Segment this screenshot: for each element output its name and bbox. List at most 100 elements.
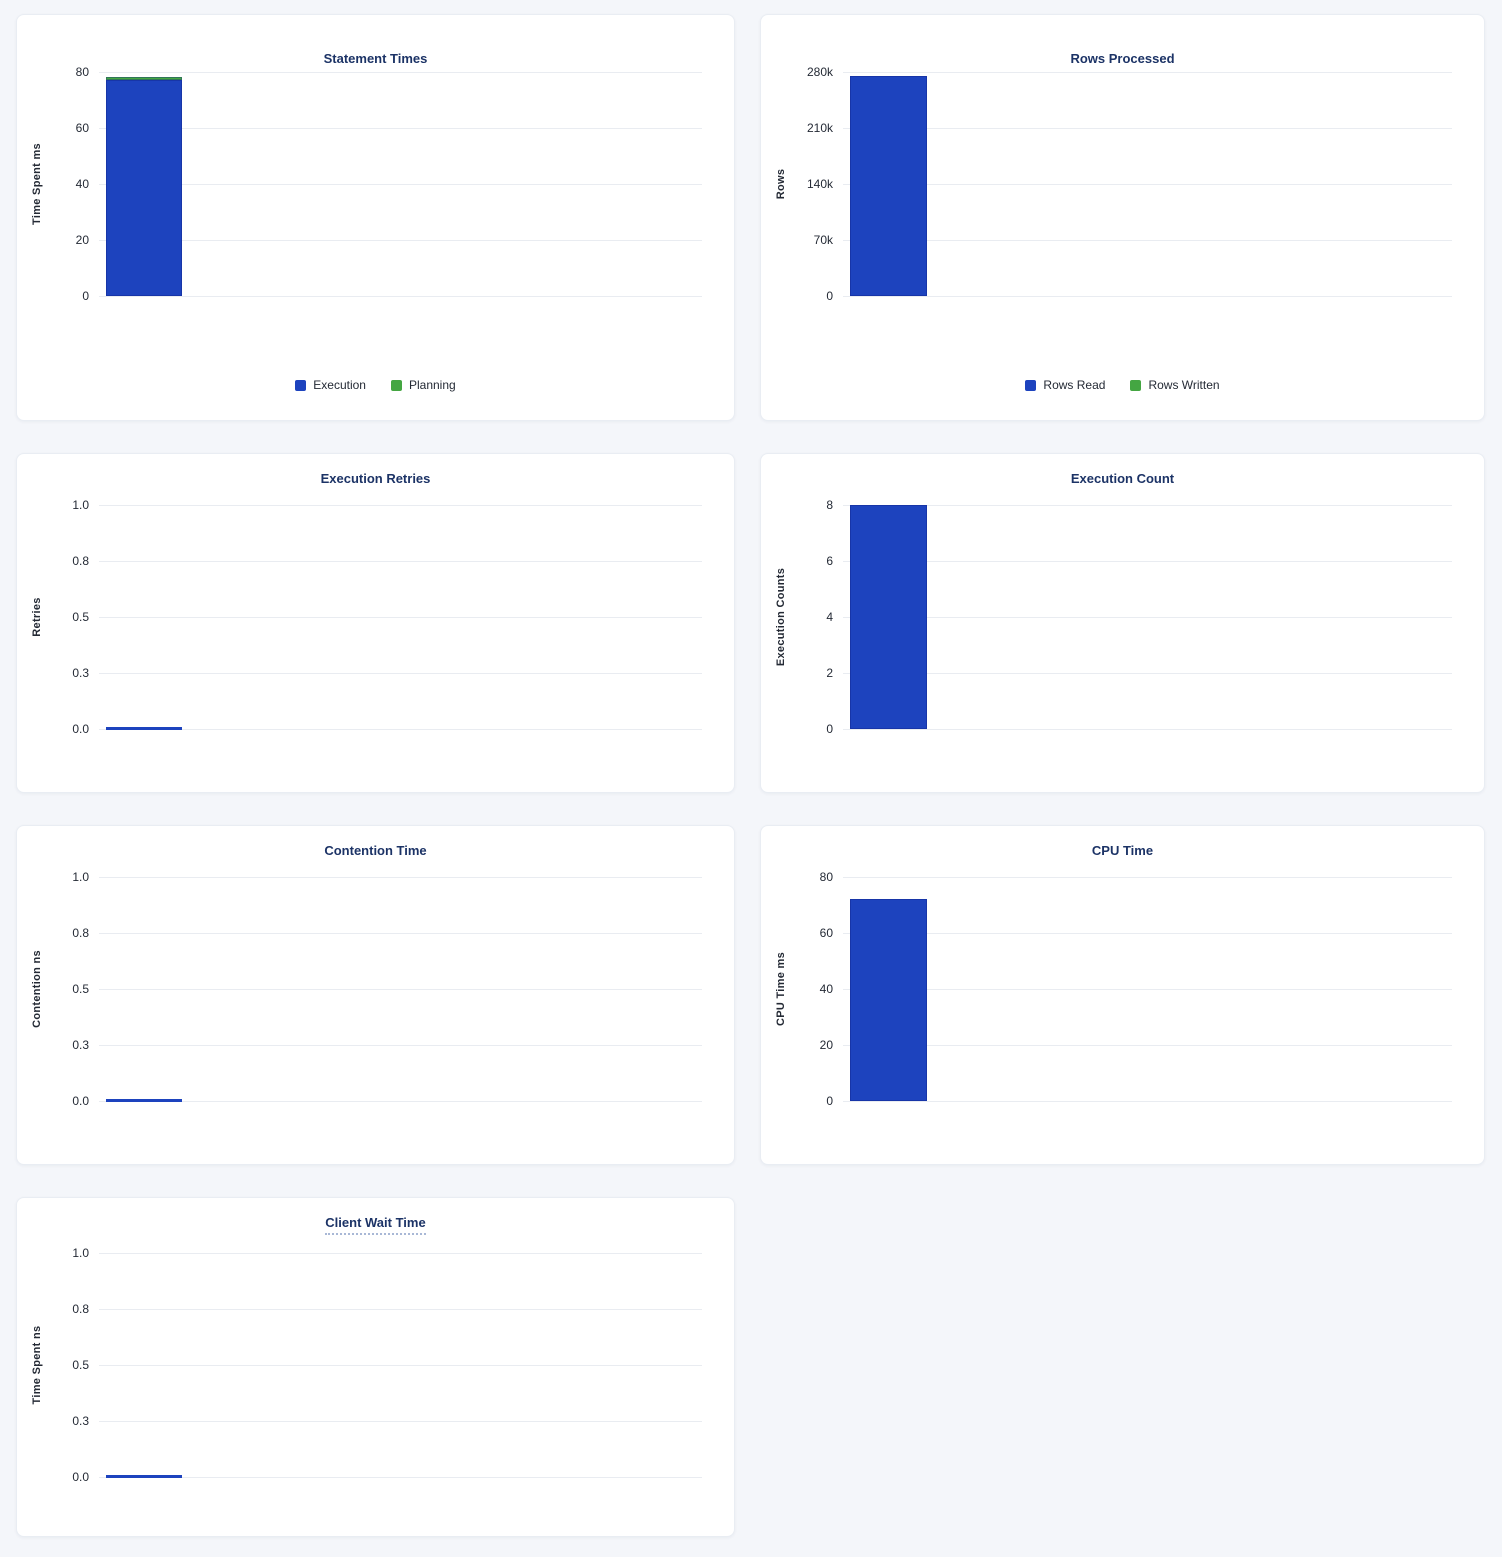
chart-plot-area: Retries 1.0 0.8 0.5 0.3 0.0: [31, 498, 702, 736]
legend-item-rows-read[interactable]: Rows Read: [1025, 378, 1105, 392]
legend-swatch: [295, 379, 307, 391]
chart-legend: Rows Read Rows Written: [761, 378, 1484, 392]
y-tick-label: 140k: [806, 177, 833, 191]
y-tick-label: 0.5: [72, 1358, 89, 1372]
chart-plot-area: Time Spent ms 80 60 40 20 0: [31, 65, 702, 303]
chart-plot-area: Execution Counts 8 6 4 2 0: [775, 498, 1452, 736]
y-axis-label: Execution Counts: [775, 567, 787, 667]
legend-label: Rows Read: [1043, 378, 1106, 392]
y-tick-label: 0.8: [72, 926, 89, 940]
y-tick-label: 4: [826, 610, 833, 624]
grid-line: [843, 561, 1452, 562]
grid-line: [99, 877, 702, 878]
grid-line: [843, 989, 1452, 990]
grid-line: [843, 933, 1452, 934]
legend-item-execution[interactable]: Execution: [295, 378, 366, 392]
chart-panel-client-wait-time: Client Wait Time Time Spent ns 1.0 0.8 0.5…: [16, 1197, 735, 1537]
grid-line: [99, 1253, 702, 1254]
grid-line: [99, 505, 702, 506]
chart-title: Statement Times: [17, 51, 734, 67]
grid-line: [843, 240, 1452, 241]
chart-title-text: Execution Count: [1070, 471, 1175, 486]
legend-item-planning[interactable]: Planning: [390, 378, 456, 392]
legend-item-rows-written[interactable]: Rows Written: [1130, 378, 1220, 392]
chart-title: Contention Time: [17, 843, 734, 859]
y-tick-label: 0.0: [72, 722, 89, 736]
y-tick-label: 1.0: [72, 1246, 89, 1260]
y-axis-label: Retries: [31, 597, 43, 637]
chart-panel-statement-times: Statement Times Time Spent ms 80 60 40 20 0 …: [16, 14, 735, 421]
chart-title: Execution Retries: [17, 471, 734, 487]
bar-execution-count[interactable]: [850, 505, 928, 729]
y-tick-label: 40: [75, 177, 89, 191]
grid-line: [99, 1309, 702, 1310]
chart-title-tooltip[interactable]: Client Wait Time: [325, 1215, 426, 1235]
bar-execution[interactable]: [106, 80, 183, 296]
grid-line: [99, 296, 702, 297]
grid-line: [99, 1421, 702, 1422]
grid-line: [99, 1045, 702, 1046]
grid-line: [99, 128, 702, 129]
y-tick-label: 0.3: [72, 666, 89, 680]
bar-retries-zero[interactable]: [106, 727, 183, 730]
chart-title-text: Execution Retries: [320, 471, 431, 486]
legend-label: Execution: [313, 378, 366, 392]
chart-title-text: Statement Times: [323, 51, 428, 66]
grid-line: [843, 128, 1452, 129]
legend-label: Planning: [408, 378, 456, 392]
y-tick-label: 70k: [813, 233, 833, 247]
y-axis-label: Time Spent ns: [31, 1325, 43, 1405]
y-tick-label: 0.0: [72, 1470, 89, 1484]
grid-line: [99, 1365, 702, 1366]
grid-line: [99, 561, 702, 562]
y-tick-label: 0.8: [72, 554, 89, 568]
chart-panel-execution-count: Execution Count Execution Counts 8 6 4 2 0: [760, 453, 1485, 793]
chart-title-text: Rows Processed: [1070, 51, 1175, 66]
bar-rows-read[interactable]: [850, 76, 928, 296]
y-tick-label: 40: [819, 982, 833, 996]
y-tick-label: 60: [75, 121, 89, 135]
grid-line: [99, 240, 702, 241]
y-tick-label: 0: [826, 722, 833, 736]
grid-line: [843, 673, 1452, 674]
y-axis-label: Contention ns: [31, 950, 43, 1028]
grid-line: [843, 617, 1452, 618]
grid-line: [843, 1101, 1452, 1102]
legend-swatch: [1130, 379, 1142, 391]
y-tick-label: 0.3: [72, 1414, 89, 1428]
grid-line: [99, 729, 702, 730]
y-tick-label: 0.8: [72, 1302, 89, 1316]
y-tick-label: 0: [82, 289, 89, 303]
bar-client-wait-zero[interactable]: [106, 1475, 183, 1478]
chart-title-text: Contention Time: [324, 843, 427, 858]
grid-line: [99, 989, 702, 990]
y-tick-label: 60: [819, 926, 833, 940]
grid-line: [843, 296, 1452, 297]
bar-cpu-time[interactable]: [850, 899, 928, 1101]
y-tick-label: 0.3: [72, 1038, 89, 1052]
bar-planning[interactable]: [106, 77, 183, 81]
y-tick-label: 2: [826, 666, 833, 680]
y-tick-label: 6: [826, 554, 833, 568]
y-tick-label: 8: [826, 498, 833, 512]
y-tick-label: 210k: [806, 121, 833, 135]
y-axis-label: CPU Time ms: [775, 951, 787, 1027]
y-tick-label: 0.0: [72, 1094, 89, 1108]
grid-line: [99, 184, 702, 185]
grid-line: [99, 673, 702, 674]
y-tick-label: 20: [75, 233, 89, 247]
chart-panel-contention-time: Contention Time Contention ns 1.0 0.8 0.5 0…: [16, 825, 735, 1165]
bar-contention-zero[interactable]: [106, 1099, 183, 1102]
chart-title: Execution Count: [761, 471, 1484, 487]
grid-line: [843, 505, 1452, 506]
chart-panel-rows-processed: Rows Processed Rows 280k 210k 140k 70k 0 Row…: [760, 14, 1485, 421]
y-tick-label: 1.0: [72, 870, 89, 884]
chart-title-text: CPU Time: [1091, 843, 1154, 858]
chart-title: Client Wait Time: [17, 1215, 734, 1235]
chart-title: Rows Processed: [761, 51, 1484, 67]
y-tick-label: 20: [819, 1038, 833, 1052]
chart-plot-area: Contention ns 1.0 0.8 0.5 0.3 0.0: [31, 870, 702, 1108]
grid-line: [843, 72, 1452, 73]
chart-plot-area: Rows 280k 210k 140k 70k 0: [775, 65, 1452, 303]
